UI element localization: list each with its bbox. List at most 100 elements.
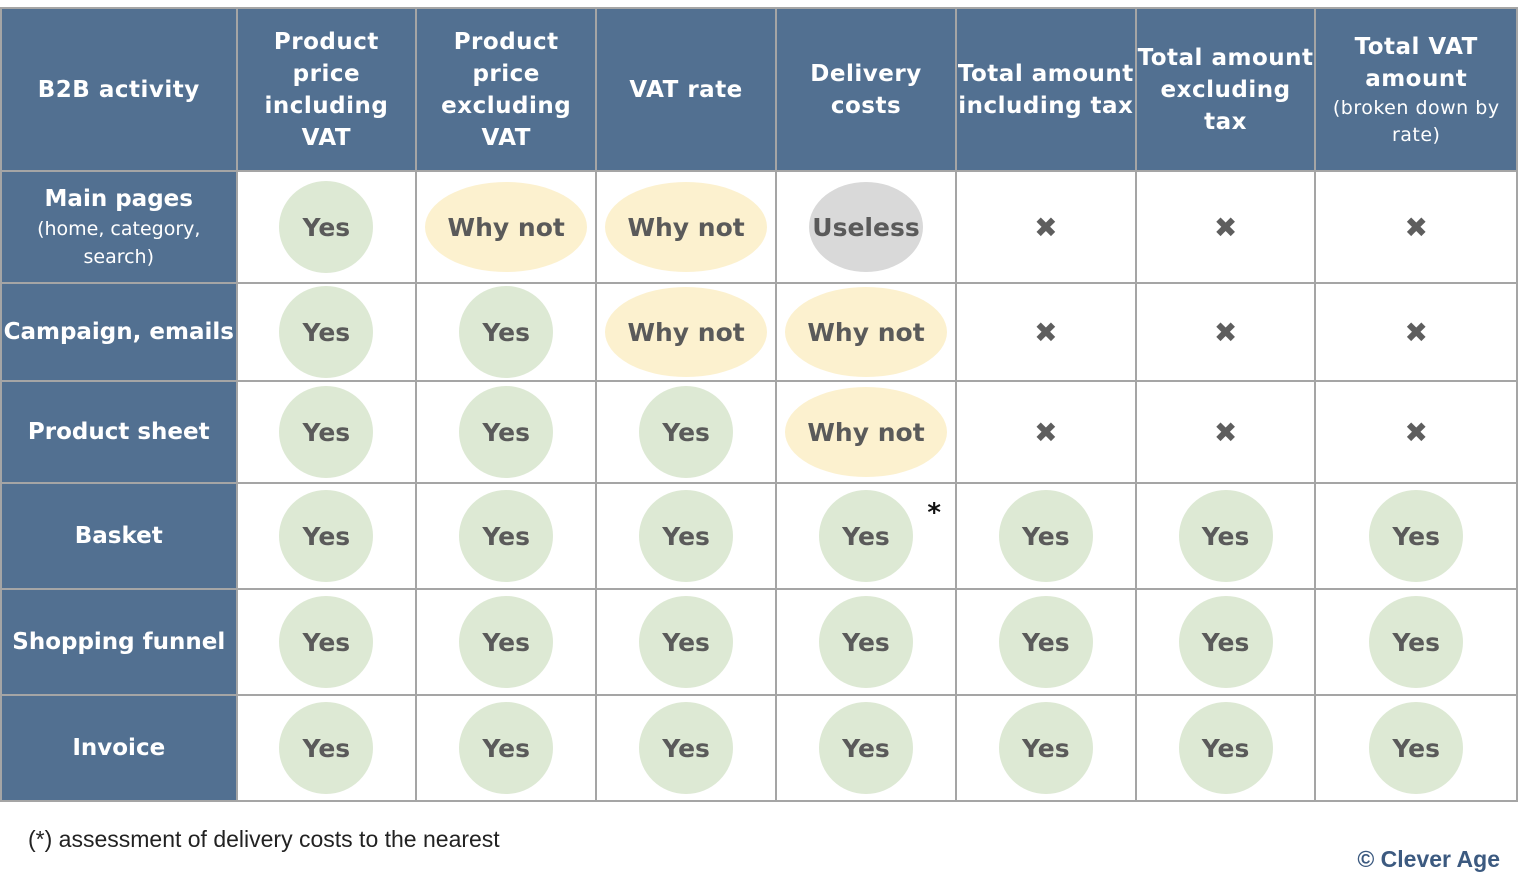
vat-display-table: B2B activity Product price including VAT P…	[0, 7, 1518, 802]
table-cell: ✖	[1314, 380, 1518, 484]
column-label: Product price excluding VAT	[441, 28, 572, 151]
cross-icon: ✖	[1404, 415, 1428, 449]
table-cell: ✖	[954, 282, 1137, 382]
table-row: Invoice Yes Yes Yes Yes Yes Yes Yes	[0, 694, 1518, 802]
column-header: Product price excluding VAT	[415, 7, 598, 172]
yes-badge: Yes	[279, 702, 374, 794]
table-cell: Yes	[235, 170, 418, 284]
table-cell: ✖	[954, 380, 1137, 484]
useless-badge: Useless	[809, 182, 923, 272]
yes-badge: Yes	[279, 386, 374, 478]
whynot-badge: Why not	[785, 287, 947, 377]
table-cell: Why not	[595, 282, 778, 382]
footnote-asterisk: *	[927, 498, 941, 528]
row-header: Product sheet	[0, 380, 238, 484]
row-header: Basket	[0, 482, 238, 590]
yes-badge: Yes	[639, 490, 734, 582]
table-cell: ✖	[1134, 170, 1317, 284]
yes-badge: Yes	[279, 490, 374, 582]
table-cell: Why not	[775, 282, 957, 382]
cross-icon: ✖	[1034, 210, 1058, 244]
yes-badge: Yes	[279, 181, 374, 273]
yes-badge: Yes	[819, 596, 913, 688]
table-cell: Yes	[415, 380, 598, 484]
table-cell: Yes	[235, 282, 418, 382]
table-cell: Yes *	[775, 482, 957, 590]
row-header: Main pages (home, category, search)	[0, 170, 238, 284]
table-cell: ✖	[954, 170, 1137, 284]
yes-badge: Yes	[819, 702, 913, 794]
column-header: Product price including VAT	[235, 7, 418, 172]
yes-badge: Yes	[459, 596, 554, 688]
column-header: Total amount including tax	[954, 7, 1137, 172]
table-cell: Yes	[954, 588, 1137, 696]
column-header: VAT rate	[595, 7, 778, 172]
table-cell: ✖	[1314, 282, 1518, 382]
yes-badge: Yes	[998, 490, 1093, 582]
cross-icon: ✖	[1404, 315, 1428, 349]
table-cell: Yes	[595, 694, 778, 802]
clever-age-logo: © Clever Age	[1357, 846, 1500, 872]
cross-icon: ✖	[1404, 210, 1428, 244]
yes-badge: Yes	[998, 702, 1093, 794]
cross-icon: ✖	[1034, 315, 1058, 349]
column-label: Total VAT amount	[1354, 33, 1478, 92]
column-header: Delivery costs	[775, 7, 957, 172]
yes-badge: Yes	[279, 286, 374, 378]
column-label: VAT rate	[629, 76, 743, 103]
table-row: Shopping funnel Yes Yes Yes Yes Yes Yes Yes	[0, 588, 1518, 696]
row-label: Basket	[74, 523, 163, 549]
yes-badge: Yes	[639, 702, 734, 794]
table-cell: Useless	[775, 170, 957, 284]
table-cell: ✖	[1134, 282, 1317, 382]
yes-badge: Yes	[819, 490, 913, 582]
cross-icon: ✖	[1034, 415, 1058, 449]
whynot-badge: Why not	[605, 182, 768, 272]
row-label: Shopping funnel	[12, 629, 226, 655]
row-label: Main pages	[44, 186, 193, 212]
whynot-badge: Why not	[785, 387, 947, 477]
column-header: Total VAT amount (broken down by rate)	[1314, 7, 1518, 172]
footnote: (*) assessment of delivery costs to the …	[28, 826, 500, 852]
yes-badge: Yes	[639, 386, 734, 478]
table-cell: Yes	[1314, 482, 1518, 590]
row-label: Product sheet	[27, 419, 210, 445]
table-cell: Yes	[415, 588, 598, 696]
table-cell: Yes	[235, 588, 418, 696]
table-cell: Yes	[1314, 694, 1518, 802]
table-cell: Why not	[775, 380, 957, 484]
corner-header: B2B activity	[0, 7, 238, 172]
table-row: Product sheet Yes Yes Yes Why not ✖ ✖ ✖	[0, 380, 1518, 484]
column-label: Total amount including tax	[957, 60, 1134, 119]
column-label: Delivery costs	[810, 60, 922, 119]
table-cell: Yes	[415, 482, 598, 590]
yes-badge: Yes	[279, 596, 374, 688]
table-cell: Yes	[1314, 588, 1518, 696]
row-header: Campaign, emails	[0, 282, 238, 382]
row-sublabel: (home, category, search)	[37, 218, 201, 268]
whynot-badge: Why not	[425, 182, 588, 272]
yes-badge: Yes	[1178, 490, 1273, 582]
row-label: Campaign, emails	[3, 319, 234, 345]
table-row: Main pages (home, category, search) Yes Why…	[0, 170, 1518, 284]
table-cell: Yes	[235, 694, 418, 802]
whynot-badge: Why not	[605, 287, 768, 377]
table-cell: Yes	[415, 282, 598, 382]
table-cell: Why not	[415, 170, 598, 284]
table-cell: Yes	[595, 380, 778, 484]
yes-badge: Yes	[639, 596, 734, 688]
table-row: Campaign, emails Yes Yes Why not Why not ✖ ✖ ✖	[0, 282, 1518, 382]
table-cell: Yes	[595, 482, 778, 590]
table-cell: Yes	[1134, 482, 1317, 590]
table-cell: Yes	[595, 588, 778, 696]
yes-badge: Yes	[998, 596, 1093, 688]
table-cell: Yes	[954, 694, 1137, 802]
column-label: Total amount excluding tax	[1137, 44, 1314, 135]
yes-badge: Yes	[459, 286, 554, 378]
table-cell: Yes	[415, 694, 598, 802]
table-cell: Why not	[595, 170, 778, 284]
table-cell: Yes	[235, 482, 418, 590]
cross-icon: ✖	[1213, 415, 1238, 449]
table-cell: ✖	[1314, 170, 1518, 284]
yes-badge: Yes	[1178, 702, 1273, 794]
